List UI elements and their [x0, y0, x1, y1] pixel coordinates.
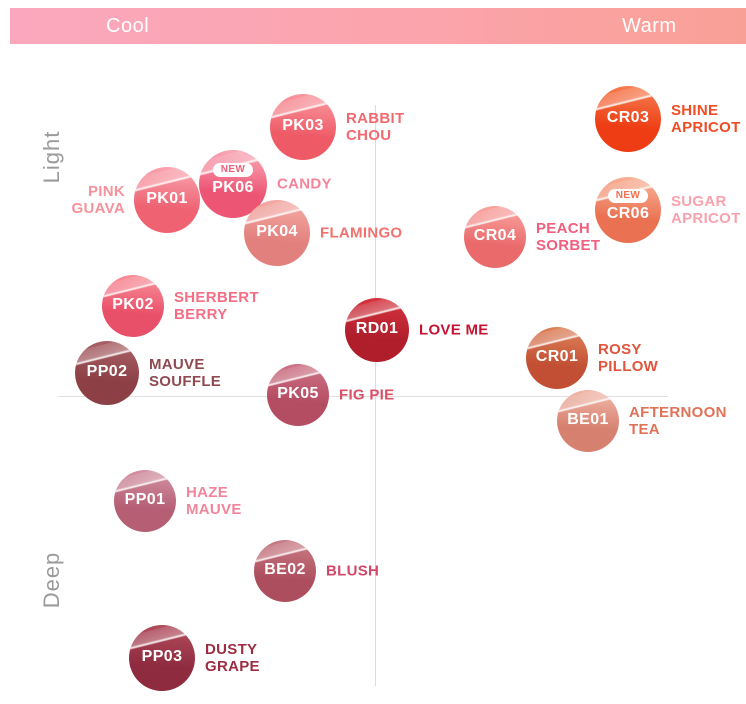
shade-code: CR06: [606, 205, 650, 222]
shade-name-label-PK05: FIG PIE: [339, 386, 395, 404]
shade-name-label-PP02: MAUVE SOUFFLE: [149, 355, 222, 390]
shade-swatch-CR01[interactable]: CR01: [526, 327, 588, 389]
shade-name-label-PK04: FLAMINGO: [320, 224, 403, 242]
swatch-code-wrap: BE01: [567, 411, 609, 429]
shade-swatch-CR04[interactable]: CR04: [464, 206, 526, 268]
shade-swatch-BE02[interactable]: BE02: [254, 540, 316, 602]
shade-swatch-CR06[interactable]: NEW CR06: [595, 177, 661, 243]
shade-swatch-RD01[interactable]: RD01: [345, 298, 409, 362]
shade-name-label-CR03: SHINE APRICOT: [671, 101, 741, 136]
shade-code: CR04: [473, 227, 517, 244]
light-axis-label: Light: [39, 130, 64, 184]
swatch-code-wrap: PP02: [87, 363, 128, 381]
new-badge: NEW: [212, 163, 254, 177]
shade-code: PK06: [212, 179, 254, 196]
swatch-code-wrap: PK04: [256, 223, 298, 241]
shade-name-label-BE02: BLUSH: [326, 562, 380, 580]
vertical-axis-line: [375, 105, 376, 686]
shade-code: PK03: [282, 117, 324, 134]
swatch-code-wrap: BE02: [264, 561, 306, 579]
shade-name-label-PP01: HAZE MAUVE: [186, 483, 242, 518]
shade-swatch-PP03[interactable]: PP03: [129, 625, 195, 691]
shade-code: BE02: [264, 561, 306, 578]
new-badge: NEW: [607, 189, 649, 203]
swatch-code-wrap: NEW CR06: [607, 189, 650, 223]
swatch-code-wrap: PK03: [282, 117, 324, 135]
swatch-code-wrap: PP03: [142, 648, 183, 666]
swatch-code-wrap: CR04: [474, 227, 517, 245]
swatch-code-wrap: CR03: [607, 109, 650, 127]
horizontal-axis-line: [58, 396, 668, 397]
shade-name-label-CR06: SUGAR APRICOT: [671, 192, 741, 227]
shade-swatch-PK04[interactable]: PK04: [244, 200, 310, 266]
shade-name-label-PK03: RABBIT CHOU: [346, 109, 405, 144]
shade-name-label-PP03: DUSTY GRAPE: [205, 640, 260, 675]
swatch-code-wrap: PP01: [125, 491, 166, 509]
shade-code: PK02: [112, 296, 154, 313]
swatch-code-wrap: RD01: [356, 320, 399, 338]
shade-name-label-PK01: PINK GUAVA: [71, 182, 125, 217]
shade-name-label-CR04: PEACH SORBET: [536, 219, 601, 254]
swatch-code-wrap: PK02: [112, 296, 154, 314]
shade-swatch-BE01[interactable]: BE01: [557, 390, 619, 452]
shade-swatch-CR03[interactable]: CR03: [595, 86, 661, 152]
shade-name-label-PK06: CANDY: [277, 175, 332, 193]
shade-code: BE01: [567, 411, 609, 428]
shade-swatch-PP02[interactable]: PP02: [75, 341, 139, 405]
shade-swatch-PP01[interactable]: PP01: [114, 470, 176, 532]
shade-name-label-PK02: SHERBERT BERRY: [174, 288, 259, 323]
shade-code: PP03: [141, 648, 183, 665]
cool-axis-label: Cool: [106, 15, 150, 37]
shade-code: CR01: [535, 348, 579, 365]
shade-name-label-BE01: AFTERNOON TEA: [629, 403, 727, 438]
shade-swatch-PK03[interactable]: PK03: [270, 94, 336, 160]
shade-code: PK01: [146, 190, 188, 207]
shade-swatch-PK02[interactable]: PK02: [102, 275, 164, 337]
shade-code: PP02: [86, 363, 128, 380]
shade-swatch-PK01[interactable]: PK01: [134, 167, 200, 233]
shade-code: CR03: [606, 109, 650, 126]
shade-code: PP01: [124, 491, 166, 508]
shade-code: PK04: [256, 223, 298, 240]
swatch-code-wrap: NEW PK06: [212, 163, 254, 197]
swatch-code-wrap: CR01: [536, 348, 579, 366]
temperature-axis-bar: Cool Warm: [10, 8, 746, 44]
warm-axis-label: Warm: [622, 15, 677, 37]
shade-name-label-RD01: LOVE ME: [419, 321, 489, 339]
shade-code: PK05: [277, 385, 319, 402]
shade-code: RD01: [355, 320, 399, 337]
shade-name-label-CR01: ROSY PILLOW: [598, 340, 659, 375]
deep-axis-label: Deep: [39, 551, 64, 609]
swatch-code-wrap: PK05: [277, 385, 319, 403]
swatch-code-wrap: PK01: [146, 190, 188, 208]
shade-swatch-PK05[interactable]: PK05: [267, 364, 329, 426]
